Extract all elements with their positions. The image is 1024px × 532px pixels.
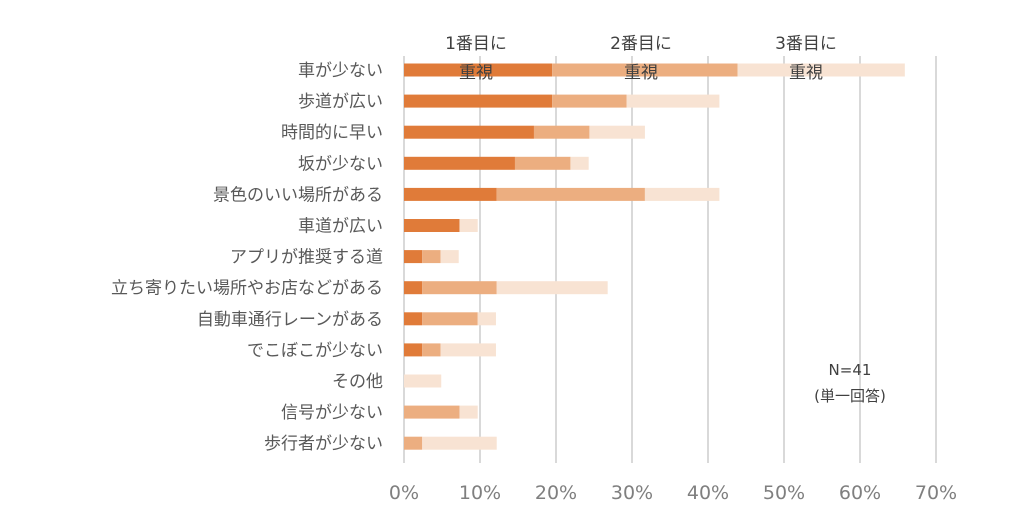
category-label: 自動車通行レーンがある <box>197 310 383 330</box>
bar-segment-series-1 <box>404 63 553 77</box>
bar-segment-series-3 <box>422 436 497 450</box>
x-tick-label: 60% <box>839 482 881 504</box>
category-labels: 車が少ない歩道が広い時間的に早い坂が少ない景色のいい場所がある車道が広いアプリが… <box>111 61 383 454</box>
x-tick-label: 0% <box>389 482 419 504</box>
category-label: でこぼこが少ない <box>247 341 383 361</box>
x-tick-label: 20% <box>535 482 577 504</box>
bar-segment-series-3 <box>440 343 496 357</box>
bar-segment-series-3 <box>459 219 478 232</box>
x-tick-label: 40% <box>687 482 729 504</box>
bar-segment-series-1 <box>404 156 515 170</box>
legend-label-series-1-line2: 重視 <box>459 63 493 83</box>
category-label: 車が少ない <box>298 61 383 81</box>
bar-segment-series-1 <box>404 187 497 201</box>
bar-segment-series-1 <box>404 281 423 295</box>
category-label: 立ち寄りたい場所やお店などがある <box>111 279 383 299</box>
x-axis-tick-labels: 0% 10% 20% 30% 40% 50% 60% 70% <box>389 482 957 504</box>
bar-segment-series-2 <box>552 94 627 108</box>
bars <box>404 63 905 450</box>
category-label: アプリが推奨する道 <box>230 248 383 268</box>
bar-segment-series-2 <box>422 281 497 295</box>
bar-segment-series-2 <box>514 156 571 170</box>
legend-label-series-3-line2: 重視 <box>789 63 823 83</box>
legend-label-series-3-line1: 3番目に <box>775 34 837 54</box>
bar-segment-series-3 <box>477 312 496 326</box>
sample-note: N=41 (単一回答) <box>814 361 886 405</box>
bar-segment-series-2 <box>533 125 590 139</box>
bar-segment-series-3 <box>737 63 905 77</box>
x-tick-label: 30% <box>611 482 653 504</box>
bar-segment-series-2 <box>552 63 738 77</box>
bar-segment-series-1 <box>404 94 553 108</box>
bar-segment-series-2 <box>404 405 460 419</box>
bar-segment-series-3 <box>459 405 478 419</box>
response-type-label: (単一回答) <box>814 387 886 405</box>
bar-segment-series-1 <box>404 250 423 264</box>
legend-label-series-2-line1: 2番目に <box>610 34 672 54</box>
bar-segment-series-3 <box>626 94 720 108</box>
bar-segment-series-1 <box>404 125 534 139</box>
bar-segment-series-1 <box>404 219 460 232</box>
x-tick-label: 10% <box>459 482 501 504</box>
bar-segment-series-2 <box>422 343 441 357</box>
x-tick-label: 50% <box>763 482 805 504</box>
bar-segment-series-3 <box>570 156 589 170</box>
category-label: 信号が少ない <box>281 403 383 423</box>
bar-segment-series-2 <box>422 250 441 264</box>
bar-segment-series-2 <box>404 436 423 450</box>
bar-segment-series-1 <box>404 312 423 326</box>
bar-segment-series-2 <box>422 312 478 326</box>
gridlines <box>403 56 937 463</box>
bar-segment-series-2 <box>496 187 645 201</box>
bar-segment-series-1 <box>404 343 423 357</box>
legend-label-series-1-line1: 1番目に <box>445 34 507 54</box>
sample-size-label: N=41 <box>829 361 872 379</box>
bar-segment-series-3 <box>589 125 645 139</box>
legend-label-series-2-line2: 重視 <box>624 63 658 83</box>
category-label: 時間的に早い <box>281 123 383 143</box>
category-label: 景色のいい場所がある <box>213 185 383 205</box>
bar-segment-series-3 <box>496 281 608 295</box>
category-label: 歩道が広い <box>298 92 383 112</box>
x-tick-label: 70% <box>915 482 957 504</box>
bar-segment-series-3 <box>644 187 720 201</box>
category-label: その他 <box>332 372 383 392</box>
bar-segment-series-3 <box>404 374 442 388</box>
category-label: 歩行者が少ない <box>264 434 383 454</box>
bar-segment-series-3 <box>440 250 459 264</box>
category-label: 車道が広い <box>298 217 383 237</box>
category-label: 坂が少ない <box>298 154 383 174</box>
